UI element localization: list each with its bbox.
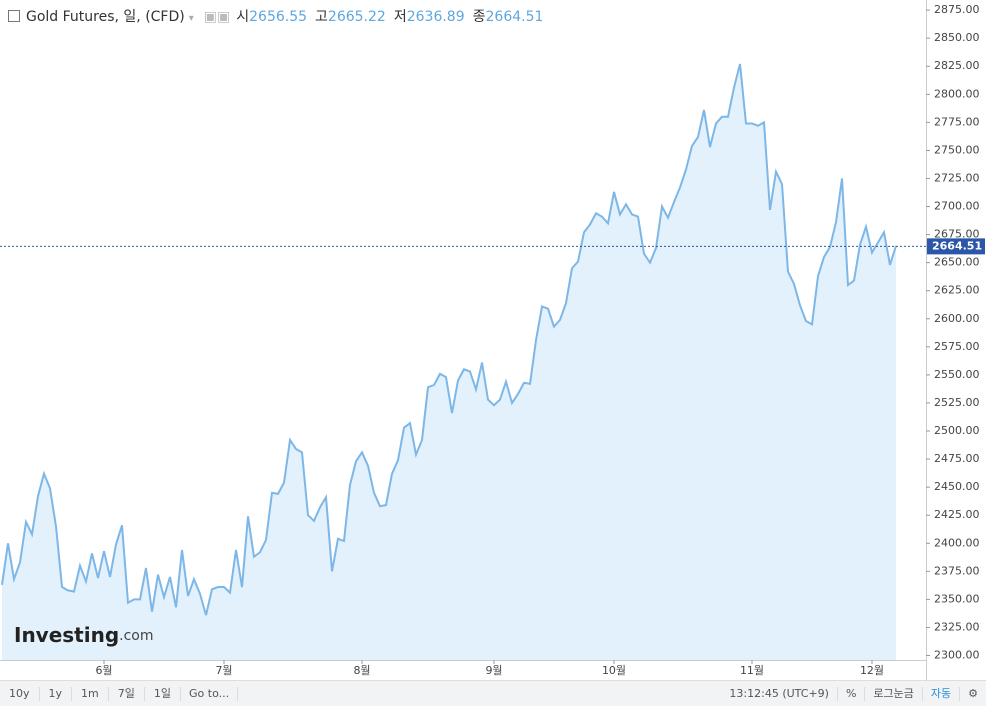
open-label: 시 — [236, 9, 250, 25]
goto[interactable]: Go to... — [181, 686, 239, 701]
close-label: 종 — [472, 9, 486, 25]
y-tick-label: 2550.00 — [934, 368, 980, 381]
y-tick-label: 2600.00 — [934, 312, 980, 325]
y-tick-label: 2400.00 — [934, 536, 980, 549]
range-button[interactable]: 1일 — [145, 686, 181, 701]
y-tick-label: 2325.00 — [934, 620, 980, 633]
settings-icons[interactable]: ▣▣ — [203, 9, 231, 25]
y-tick-label: 2300.00 — [934, 649, 980, 662]
y-tick-label: 2350.00 — [934, 592, 980, 605]
logo: Investing.com — [14, 623, 154, 647]
y-tick-label: 2675.00 — [934, 228, 980, 241]
log-scale[interactable]: 로그눈금 — [865, 686, 923, 701]
range-button[interactable]: 1m — [72, 686, 109, 701]
x-tick-label: 10월 — [602, 664, 626, 677]
last-price-label: 2664.51 — [932, 239, 982, 252]
high: 2665.22 — [327, 9, 386, 25]
x-tick-label: 7월 — [215, 664, 232, 677]
logo-brand: Investing — [14, 623, 119, 647]
low-label: 저 — [393, 9, 407, 25]
percent[interactable]: % — [838, 686, 866, 701]
logo-suffix: .com — [119, 628, 153, 644]
toolbar: 10y 1y 1m 7일 1일 Go to... 13:12:45 (UTC+9) % … — [0, 680, 986, 706]
y-tick-label: 2700.00 — [934, 200, 980, 213]
range-button[interactable]: 7일 — [109, 686, 145, 701]
x-tick-label: 8월 — [353, 664, 370, 677]
time: 13:12:45 (UTC+9) — [721, 686, 838, 701]
y-tick-label: 2725.00 — [934, 171, 980, 184]
low: 2636.89 — [406, 9, 465, 25]
range-button[interactable]: 10y — [0, 686, 40, 701]
x-tick-label: 9월 — [485, 664, 502, 677]
chart: 2300.00 2325.00 2350.00 2375.00 2400.00 2425.… — [0, 0, 985, 680]
y-tick-label: 2800.00 — [934, 87, 980, 100]
y-tick-label: 2750.00 — [934, 143, 980, 156]
y-tick-label: 2525.00 — [934, 396, 980, 409]
y-tick-label: 2875.00 — [934, 3, 980, 16]
line — [1, 63, 897, 616]
open: 2656.55 — [249, 9, 308, 25]
dropdown[interactable]: ▾ — [188, 13, 194, 24]
y-tick-label: 2825.00 — [934, 59, 980, 72]
x-tick-label: 11월 — [740, 664, 764, 677]
y-tick-label: 2375.00 — [934, 564, 980, 577]
y-tick-label: 2575.00 — [934, 340, 980, 353]
settings[interactable]: ⚙ — [968, 686, 978, 700]
y-tick-label: 2650.00 — [934, 256, 980, 269]
last-price-box — [927, 238, 985, 255]
y-tick-label: 2425.00 — [934, 508, 980, 521]
area — [2, 63, 896, 660]
x-tick-label: 12월 — [860, 664, 884, 677]
y-tick-label: 2625.00 — [934, 284, 980, 297]
y-tick-label: 2450.00 — [934, 480, 980, 493]
high-label: 고 — [315, 9, 328, 25]
y-tick-label: 2775.00 — [934, 115, 980, 128]
x-tick-label: 6월 — [95, 664, 112, 677]
header: Gold Futures, 일, (CFD) ▾ ▣▣ 시2656.55 고2665.2… — [8, 6, 551, 26]
title: Gold Futures, 일, (CFD) — [26, 9, 185, 25]
collapse-icon[interactable] — [8, 10, 20, 22]
y-tick-label: 2500.00 — [934, 424, 980, 437]
close: 2664.51 — [485, 9, 544, 25]
auto-scale[interactable]: 자동 — [923, 686, 961, 701]
y-tick-label: 2475.00 — [934, 452, 980, 465]
y-tick-label: 2850.00 — [934, 31, 980, 44]
range-button[interactable]: 1y — [40, 686, 73, 701]
